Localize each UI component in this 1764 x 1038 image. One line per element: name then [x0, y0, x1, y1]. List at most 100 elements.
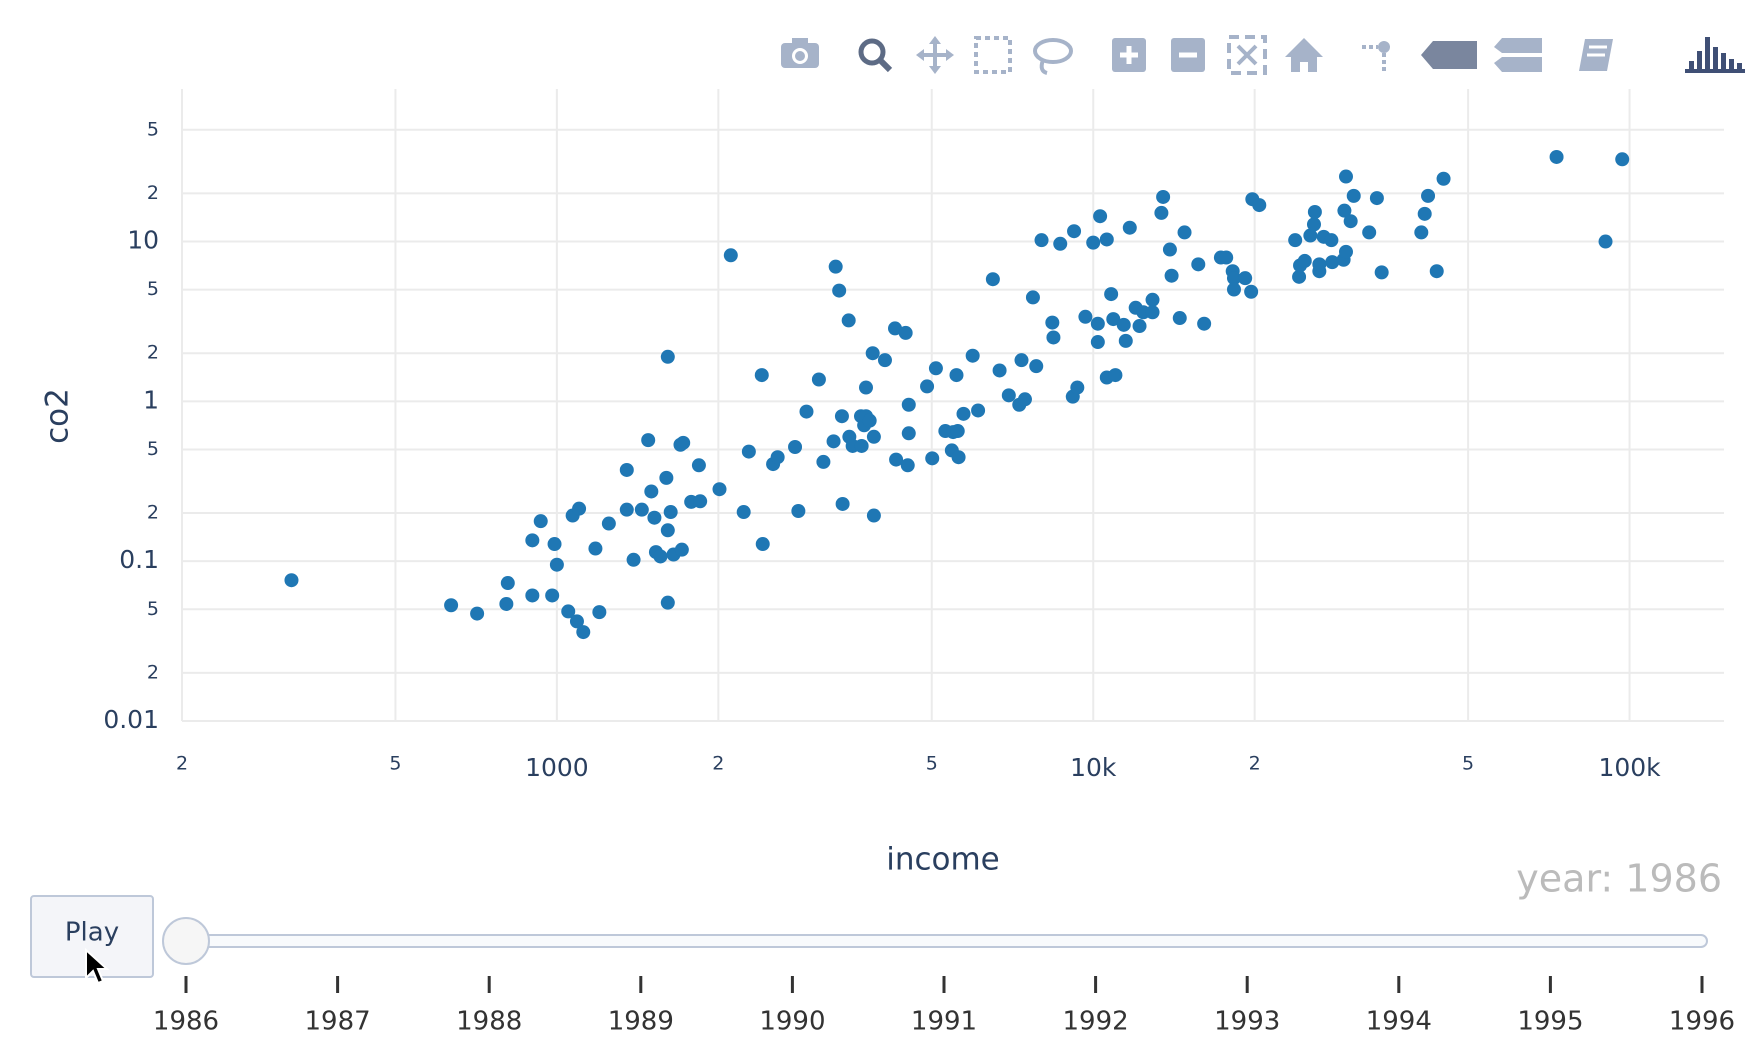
points	[284, 149, 1630, 640]
x-tick-label: 2	[176, 753, 188, 775]
point	[1086, 235, 1101, 250]
y-tick-label: 5	[147, 118, 159, 140]
slider-step-label[interactable]: 1994	[1366, 1007, 1432, 1037]
point	[660, 349, 675, 364]
point	[866, 508, 881, 523]
play-button-box[interactable]	[30, 895, 154, 978]
point	[835, 496, 850, 511]
x-tick-label: 2	[712, 753, 724, 775]
point	[525, 533, 540, 548]
point	[811, 372, 826, 387]
modebar	[781, 35, 1745, 75]
point	[588, 541, 603, 556]
select-box-icon[interactable]	[974, 36, 1012, 74]
slider-step-label[interactable]: 1986	[153, 1007, 219, 1037]
point	[951, 450, 966, 465]
camera-icon[interactable]	[781, 38, 819, 68]
slider-step-label[interactable]: 1987	[305, 1007, 371, 1037]
slider-handle[interactable]	[162, 917, 210, 965]
point	[644, 484, 659, 499]
point	[284, 573, 299, 588]
point	[841, 313, 856, 328]
edit-icon[interactable]	[1579, 39, 1613, 71]
slider-step-label[interactable]: 1988	[456, 1007, 522, 1037]
point	[1122, 220, 1137, 235]
point	[1312, 257, 1327, 272]
point	[470, 606, 485, 621]
play-button-label[interactable]: Play	[65, 918, 119, 948]
y-tick-label: 2	[147, 342, 159, 364]
point	[826, 434, 841, 449]
slider-step-label[interactable]: 1992	[1063, 1007, 1129, 1037]
spike-icon[interactable]	[1362, 41, 1390, 71]
point	[641, 433, 656, 448]
point	[854, 438, 869, 453]
point	[592, 605, 607, 620]
y-axis-title: co2	[40, 388, 76, 444]
autoscale-icon[interactable]	[1227, 35, 1267, 75]
point	[525, 588, 540, 603]
home-icon[interactable]	[1285, 38, 1323, 72]
slider-step-label[interactable]: 1991	[911, 1007, 977, 1037]
slider-step-label[interactable]: 1989	[608, 1007, 674, 1037]
slider-step-label[interactable]: 1995	[1517, 1007, 1583, 1037]
point	[862, 413, 877, 428]
x-tick-label: 100k	[1598, 753, 1661, 782]
point	[1226, 271, 1241, 286]
point	[1343, 214, 1358, 229]
point	[1244, 284, 1259, 299]
point	[901, 426, 916, 441]
point	[1324, 233, 1339, 248]
point	[1177, 225, 1192, 240]
lasso-icon[interactable]	[1033, 38, 1073, 75]
point	[576, 625, 591, 640]
zoom-icon[interactable]	[858, 38, 893, 73]
y-tick-label: 2	[147, 182, 159, 204]
point	[1046, 330, 1061, 345]
point	[828, 259, 843, 274]
zoom-out-icon[interactable]	[1171, 38, 1205, 72]
point	[1374, 265, 1389, 280]
play-button[interactable]: Play	[30, 895, 154, 978]
y-tick-label: 0.1	[119, 545, 159, 574]
point	[676, 435, 691, 450]
plotly-logo[interactable]	[1685, 37, 1745, 73]
point	[1191, 257, 1206, 272]
point	[653, 549, 668, 564]
slider-step-label[interactable]: 1993	[1214, 1007, 1280, 1037]
point	[799, 404, 814, 419]
point	[928, 361, 943, 376]
point	[1145, 292, 1160, 307]
point	[693, 494, 708, 509]
zoom-in-icon[interactable]	[1112, 38, 1146, 72]
point	[741, 444, 756, 459]
pan-icon[interactable]	[916, 36, 954, 74]
point	[1014, 353, 1029, 368]
point	[1078, 309, 1093, 324]
point	[832, 283, 847, 298]
point	[1197, 316, 1212, 331]
point	[1067, 224, 1082, 239]
point	[1369, 191, 1384, 206]
hover-closest-icon[interactable]	[1421, 41, 1477, 69]
point	[992, 363, 1007, 378]
point	[499, 596, 514, 611]
point	[865, 346, 880, 361]
point	[659, 470, 674, 485]
point	[900, 458, 915, 473]
point	[956, 406, 971, 421]
x-tick-label: 5	[1462, 753, 1474, 775]
slider-step-label[interactable]: 1996	[1669, 1007, 1735, 1037]
point	[1053, 236, 1068, 251]
slider-rail[interactable]	[185, 934, 1708, 948]
hover-compare-icon[interactable]	[1494, 38, 1542, 72]
slider-step-label[interactable]: 1990	[759, 1007, 825, 1037]
point	[1306, 217, 1321, 232]
point	[1429, 264, 1444, 279]
point	[770, 450, 785, 465]
y-tick-label: 2	[147, 502, 159, 524]
point	[1549, 149, 1564, 164]
point	[674, 542, 689, 557]
point	[444, 598, 459, 613]
x-tick-label: 2	[1249, 753, 1261, 775]
